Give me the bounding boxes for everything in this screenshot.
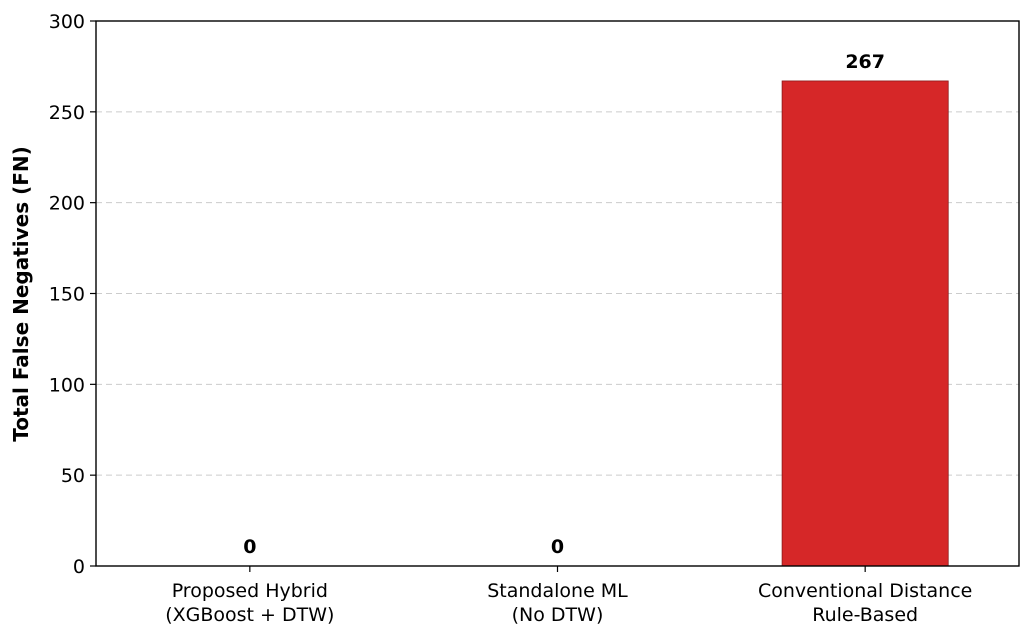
y-tick-label: 200 (49, 193, 85, 215)
x-tick-label: Standalone ML (487, 580, 628, 602)
y-tick-label: 100 (49, 374, 85, 396)
y-axis-ticks: 0 50 100 150 200 250 300 (49, 11, 96, 578)
x-axis-ticks: Proposed Hybrid(XGBoost + DTW) Standalone… (165, 566, 972, 626)
x-tick-label: Proposed Hybrid (172, 580, 328, 602)
data-label: 0 (551, 536, 564, 558)
x-tick-label: (XGBoost + DTW) (165, 604, 334, 626)
y-tick-label: 50 (61, 465, 85, 487)
y-tick-label: 0 (73, 556, 85, 578)
y-tick-label: 250 (49, 102, 85, 124)
x-tick-label: Conventional Distance (758, 580, 972, 602)
bar (781, 80, 949, 567)
y-tick-label: 300 (49, 11, 85, 33)
y-tick-label: 150 (49, 284, 85, 306)
y-axis-label: Total False Negatives (FN) (9, 146, 33, 442)
x-tick-label: (No DTW) (512, 604, 604, 626)
x-tick-label: Rule-Based (812, 604, 918, 626)
bars (781, 80, 949, 567)
data-label: 0 (243, 536, 256, 558)
grid-lines (96, 111, 1019, 476)
data-labels: 0 0 267 (243, 51, 885, 558)
data-label: 267 (845, 51, 885, 73)
